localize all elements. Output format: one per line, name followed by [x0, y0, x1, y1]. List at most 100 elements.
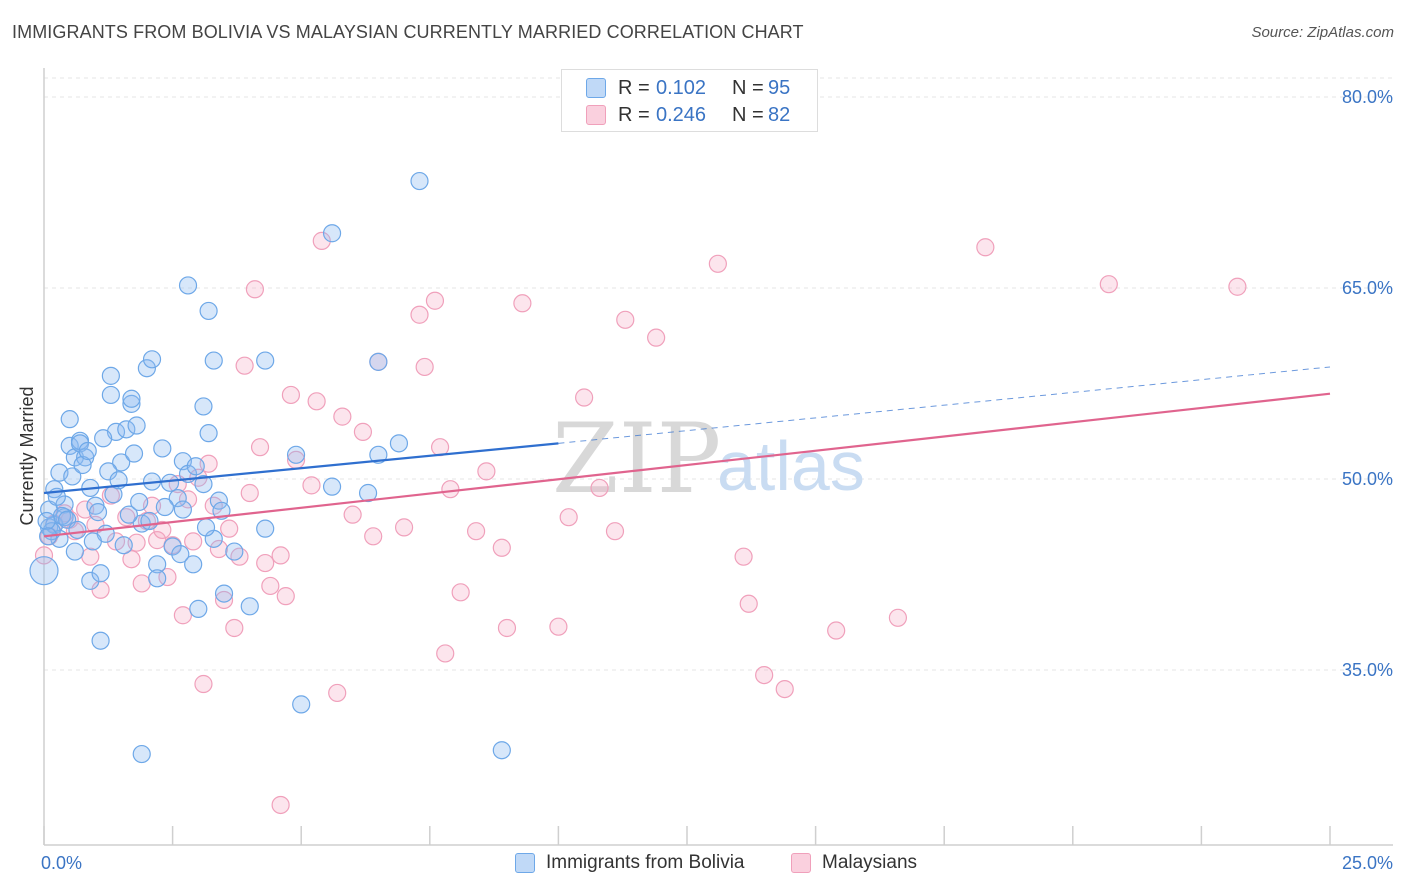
- point-malaysians: [132, 574, 151, 593]
- legend-swatch-malaysians: [586, 105, 606, 125]
- point-malaysians: [271, 546, 290, 565]
- trend-bolivia: [43, 442, 559, 495]
- series-bolivia-points: [29, 171, 511, 764]
- point-bolivia: [358, 483, 378, 503]
- point-bolivia: [369, 352, 388, 371]
- legend-r-value: 0.246: [656, 103, 707, 126]
- y-tick-label: 80.0%: [1342, 87, 1393, 107]
- point-bolivia: [322, 224, 342, 243]
- point-malaysians: [436, 644, 455, 663]
- point-malaysians: [209, 539, 228, 559]
- point-bolivia: [199, 301, 218, 321]
- point-bolivia: [122, 394, 141, 413]
- watermark: ZIP atlas: [552, 403, 865, 515]
- point-malaysians: [394, 518, 414, 537]
- point-malaysians: [364, 527, 383, 546]
- point-bolivia: [369, 445, 388, 464]
- point-malaysians: [451, 583, 470, 602]
- y-tick-label: 35.0%: [1342, 660, 1393, 680]
- point-bolivia: [124, 444, 144, 463]
- point-malaysians: [616, 310, 635, 329]
- watermark-atlas: atlas: [717, 427, 865, 505]
- point-malaysians: [230, 547, 249, 566]
- point-malaysians: [549, 617, 568, 636]
- point-bolivia: [194, 474, 213, 494]
- point-malaysians: [276, 587, 295, 606]
- watermark-zip: ZIP: [552, 403, 721, 515]
- point-bolivia: [101, 385, 120, 405]
- legend-r-label: R =: [618, 76, 650, 99]
- point-bolivia: [140, 511, 159, 531]
- point-bolivia: [81, 571, 100, 590]
- point-bolivia: [153, 439, 172, 458]
- point-malaysians: [575, 388, 594, 407]
- point-malaysians: [240, 483, 259, 503]
- y-axis-label: Currently Married: [17, 386, 37, 525]
- correlation-legend: R = 0.102 N = 95 R = 0.246 N = 82: [561, 69, 818, 132]
- point-malaysians: [250, 438, 270, 457]
- trend-malaysians: [43, 392, 1331, 538]
- legend-swatch-bolivia: [586, 78, 606, 98]
- point-bolivia: [155, 497, 174, 517]
- point-bolivia: [142, 350, 162, 369]
- point-malaysians: [739, 594, 758, 613]
- legend-row-bolivia: R = 0.102 N = 95: [586, 76, 790, 100]
- point-bolivia: [101, 366, 120, 385]
- point-bolivia: [117, 420, 136, 439]
- point-bolivia: [127, 416, 146, 435]
- point-malaysians: [775, 679, 794, 699]
- point-malaysians: [235, 356, 254, 375]
- point-bolivia: [91, 631, 110, 650]
- point-malaysians: [441, 480, 460, 499]
- series-legend-swatch-malaysians: [791, 853, 811, 873]
- point-malaysians: [590, 478, 609, 498]
- point-bolivia: [168, 489, 187, 508]
- series-legend-label-malaysians: Malaysians: [822, 852, 918, 873]
- point-malaysians: [153, 520, 172, 540]
- point-bolivia: [292, 695, 311, 714]
- point-bolivia: [171, 545, 190, 564]
- point-malaysians: [976, 238, 995, 257]
- point-bolivia: [389, 434, 409, 453]
- point-bolivia: [184, 555, 203, 574]
- point-bolivia: [256, 519, 275, 538]
- point-bolivia: [29, 556, 59, 586]
- point-bolivia: [70, 434, 90, 453]
- point-bolivia: [196, 518, 216, 537]
- point-bolivia: [204, 351, 223, 370]
- point-bolivia: [322, 477, 342, 496]
- series-legend: Immigrants from Bolivia Malaysians: [0, 852, 1406, 878]
- point-bolivia: [173, 500, 192, 519]
- point-malaysians: [1099, 275, 1118, 294]
- point-bolivia: [148, 555, 167, 574]
- point-bolivia: [37, 511, 56, 531]
- point-malaysians: [605, 522, 625, 541]
- point-malaysians: [497, 618, 517, 638]
- point-malaysians: [755, 665, 774, 685]
- point-malaysians: [333, 407, 352, 426]
- point-malaysians: [117, 508, 136, 527]
- point-malaysians: [492, 538, 511, 557]
- y-tick-label: 50.0%: [1342, 469, 1393, 489]
- series-malaysians-points: [34, 231, 1247, 815]
- point-bolivia: [163, 537, 182, 556]
- point-malaysians: [214, 590, 234, 610]
- point-malaysians: [34, 546, 54, 565]
- point-bolivia: [112, 453, 131, 472]
- trend-bolivia-extension: [558, 366, 1331, 444]
- point-malaysians: [827, 621, 846, 640]
- point-bolivia: [130, 492, 149, 512]
- point-malaysians: [466, 522, 486, 541]
- point-malaysians: [261, 576, 280, 596]
- point-bolivia: [410, 171, 429, 191]
- axes: [43, 68, 1393, 846]
- point-bolivia: [186, 457, 205, 476]
- point-bolivia: [286, 445, 306, 464]
- point-malaysians: [328, 683, 347, 703]
- point-malaysians: [513, 294, 532, 313]
- point-malaysians: [888, 608, 908, 627]
- legend-n-label: N =: [732, 103, 764, 126]
- legend-row-malaysians: R = 0.246 N = 82: [586, 103, 790, 127]
- point-malaysians: [122, 550, 141, 569]
- legend-n-label: N =: [732, 76, 764, 99]
